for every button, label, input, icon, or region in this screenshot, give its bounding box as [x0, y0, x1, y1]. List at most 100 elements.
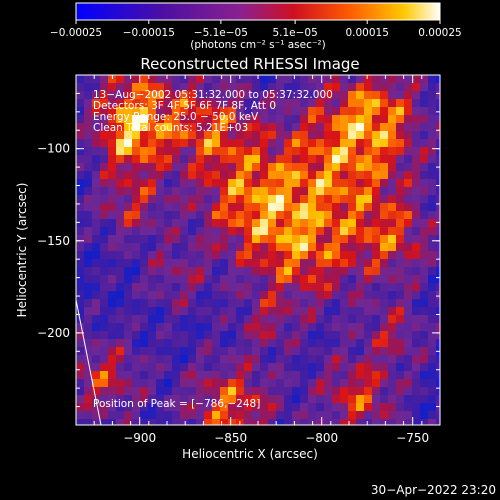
heatmap-cell — [84, 275, 92, 283]
heatmap-cell — [180, 131, 188, 139]
heatmap-cell — [396, 187, 404, 195]
heatmap-cell — [316, 75, 324, 83]
heatmap-cell — [116, 139, 124, 147]
heatmap-cell — [188, 403, 196, 411]
heatmap-cell — [420, 115, 428, 123]
heatmap-cell — [204, 163, 212, 171]
heatmap-cell — [300, 227, 308, 235]
heatmap-cell — [132, 387, 140, 395]
heatmap-cell — [284, 299, 292, 307]
heatmap-cell — [300, 259, 308, 267]
heatmap-cell — [132, 283, 140, 291]
heatmap-cell — [316, 291, 324, 299]
heatmap-cell — [100, 107, 108, 115]
heatmap-cell — [244, 211, 252, 219]
heatmap-cell — [124, 131, 132, 139]
heatmap-cell — [284, 235, 292, 243]
heatmap-cell — [132, 179, 140, 187]
heatmap-cell — [164, 163, 172, 171]
heatmap-cell — [156, 75, 164, 83]
heatmap-cell — [124, 291, 132, 299]
heatmap-cell — [340, 203, 348, 211]
heatmap-cell — [380, 267, 388, 275]
heatmap-cell — [324, 227, 332, 235]
heatmap-cell — [372, 411, 380, 419]
heatmap-cell — [356, 227, 364, 235]
heatmap-cell — [396, 403, 404, 411]
heatmap-cell — [228, 299, 236, 307]
heatmap-cell — [364, 91, 372, 99]
heatmap-cell — [404, 315, 412, 323]
heatmap-cell — [324, 419, 332, 425]
heatmap-cell — [140, 211, 148, 219]
heatmap-cell — [180, 251, 188, 259]
heatmap-cell — [380, 155, 388, 163]
heatmap-cell — [172, 91, 180, 99]
heatmap-cell — [308, 187, 316, 195]
heatmap-cell — [284, 203, 292, 211]
heatmap-cell — [260, 251, 268, 259]
heatmap-cell — [132, 131, 140, 139]
heatmap-cell — [268, 419, 276, 425]
heatmap-cell — [140, 339, 148, 347]
heatmap-cell — [308, 107, 316, 115]
heatmap-cell — [124, 323, 132, 331]
heatmap-cell — [412, 91, 420, 99]
heatmap-cell — [76, 251, 84, 259]
heatmap-cell — [364, 203, 372, 211]
heatmap-cell — [316, 195, 324, 203]
heatmap-cell — [212, 123, 220, 131]
heatmap-cell — [196, 355, 204, 363]
heatmap-cell — [404, 275, 412, 283]
heatmap-cell — [196, 379, 204, 387]
heatmap-cell — [364, 83, 372, 91]
heatmap-cell — [228, 171, 236, 179]
heatmap-cell — [276, 371, 284, 379]
heatmap-cell — [316, 259, 324, 267]
heatmap-cell — [76, 283, 84, 291]
heatmap-cell — [340, 227, 348, 235]
heatmap-cell — [428, 403, 436, 411]
heatmap-cell — [252, 371, 260, 379]
heatmap-cell — [84, 99, 92, 107]
heatmap-cell — [156, 411, 164, 419]
heatmap-cell — [252, 75, 260, 83]
heatmap-cell — [292, 347, 300, 355]
heatmap-cell — [124, 211, 132, 219]
heatmap-cell — [204, 371, 212, 379]
heatmap-cell — [172, 379, 180, 387]
heatmap-cell — [92, 363, 100, 371]
heatmap-cell — [148, 123, 156, 131]
heatmap-cell — [348, 419, 356, 425]
heatmap-cell — [332, 387, 340, 395]
heatmap-cell — [388, 339, 396, 347]
heatmap-cell — [332, 323, 340, 331]
heatmap-cell — [300, 139, 308, 147]
heatmap-cell — [204, 107, 212, 115]
heatmap-cell — [348, 267, 356, 275]
heatmap-cell — [204, 75, 212, 83]
heatmap-cell — [268, 75, 276, 83]
heatmap-cell — [372, 371, 380, 379]
heatmap-cell — [220, 91, 228, 99]
heatmap-cell — [124, 395, 132, 403]
heatmap-cell — [356, 99, 364, 107]
heatmap-cell — [140, 219, 148, 227]
heatmap-cell — [204, 131, 212, 139]
heatmap-cell — [348, 115, 356, 123]
heatmap-cell — [236, 307, 244, 315]
heatmap-cell — [268, 323, 276, 331]
heatmap-cell — [100, 115, 108, 123]
heatmap-cell — [92, 259, 100, 267]
heatmap-cell — [276, 107, 284, 115]
heatmap-cell — [188, 419, 196, 425]
heatmap-cell — [132, 243, 140, 251]
heatmap-cell — [276, 83, 284, 91]
heatmap-cell — [260, 123, 268, 131]
heatmap-cell — [164, 395, 172, 403]
heatmap-cell — [412, 403, 420, 411]
heatmap-cell — [396, 147, 404, 155]
heatmap-cell — [284, 251, 292, 259]
heatmap-cell — [220, 139, 228, 147]
colorbar-ticks: −0.00025 −0.00015 −5.1e−05 5.1e−05 0.00015 0.… — [50, 20, 462, 39]
